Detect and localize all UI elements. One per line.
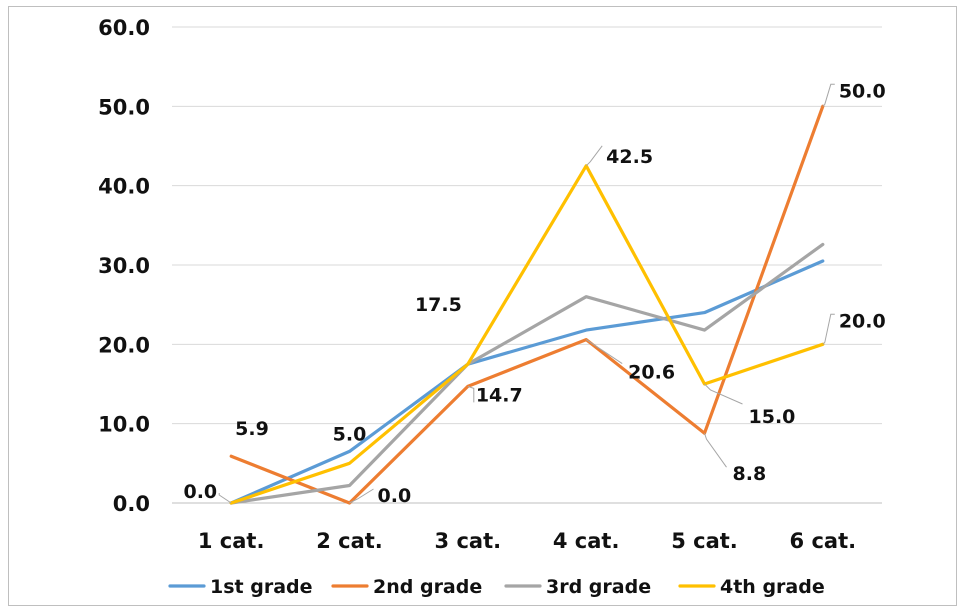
series-lines <box>229 104 825 505</box>
legend-label: 2nd grade <box>373 576 482 598</box>
data-label-leader <box>349 488 374 504</box>
legend-label: 3rd grade <box>546 576 651 598</box>
data-label: 42.5 <box>606 146 653 168</box>
x-tick-label: 4 cat. <box>553 529 620 553</box>
chart-frame <box>8 6 957 606</box>
y-tick-label: 60.0 <box>98 16 150 40</box>
data-label: 0.0 <box>183 481 217 503</box>
data-label: 20.0 <box>839 310 886 332</box>
x-tick-label: 6 cat. <box>790 529 857 553</box>
gridlines <box>172 26 882 504</box>
series-line-2nd-grade <box>229 104 825 505</box>
data-label-leader <box>822 83 835 107</box>
y-tick-label: 50.0 <box>98 95 150 119</box>
y-tick-label: 20.0 <box>98 333 150 357</box>
y-tick-label: 0.0 <box>113 492 150 516</box>
data-label-leader <box>704 433 727 468</box>
series-line-3rd-grade <box>229 242 825 505</box>
data-label: 20.6 <box>628 362 675 384</box>
y-axis: 0.0 10.0 20.0 30.0 40.0 50.0 60.0 <box>98 16 150 516</box>
data-label-leader <box>704 383 743 405</box>
data-label-leader <box>585 145 603 167</box>
data-label: 14.7 <box>476 384 523 406</box>
data-label: 17.5 <box>415 294 462 316</box>
data-label-leader <box>585 339 623 365</box>
data-label-leader <box>822 313 835 345</box>
data-labels: 0.0 5.9 5.0 0.0 17.5 14.7 42.5 20.6 15.0 8.8 50.0 2… <box>183 80 885 507</box>
data-label: 50.0 <box>839 80 886 102</box>
data-label: 8.8 <box>733 463 767 485</box>
legend: 1st grade 2nd grade 3rd grade 4th grade <box>168 576 825 598</box>
y-tick-label: 30.0 <box>98 254 150 278</box>
legend-label: 1st grade <box>210 576 313 598</box>
y-tick-label: 40.0 <box>98 175 150 199</box>
data-label: 5.9 <box>235 418 269 440</box>
series-line-1st-grade <box>229 259 825 505</box>
data-label-leader <box>218 493 232 504</box>
data-label: 0.0 <box>378 485 412 507</box>
x-tick-label: 2 cat. <box>316 529 383 553</box>
x-tick-label: 5 cat. <box>671 529 738 553</box>
legend-label: 4th grade <box>720 576 825 598</box>
data-label-leader <box>467 385 475 403</box>
y-tick-label: 10.0 <box>98 413 150 437</box>
series-line-4th-grade <box>229 164 825 505</box>
x-tick-label: 3 cat. <box>435 529 502 553</box>
x-axis: 1 cat. 2 cat. 3 cat. 4 cat. 5 cat. 6 cat. <box>198 529 856 553</box>
data-label: 5.0 <box>333 423 367 445</box>
x-tick-label: 1 cat. <box>198 529 265 553</box>
data-label: 15.0 <box>749 406 796 428</box>
